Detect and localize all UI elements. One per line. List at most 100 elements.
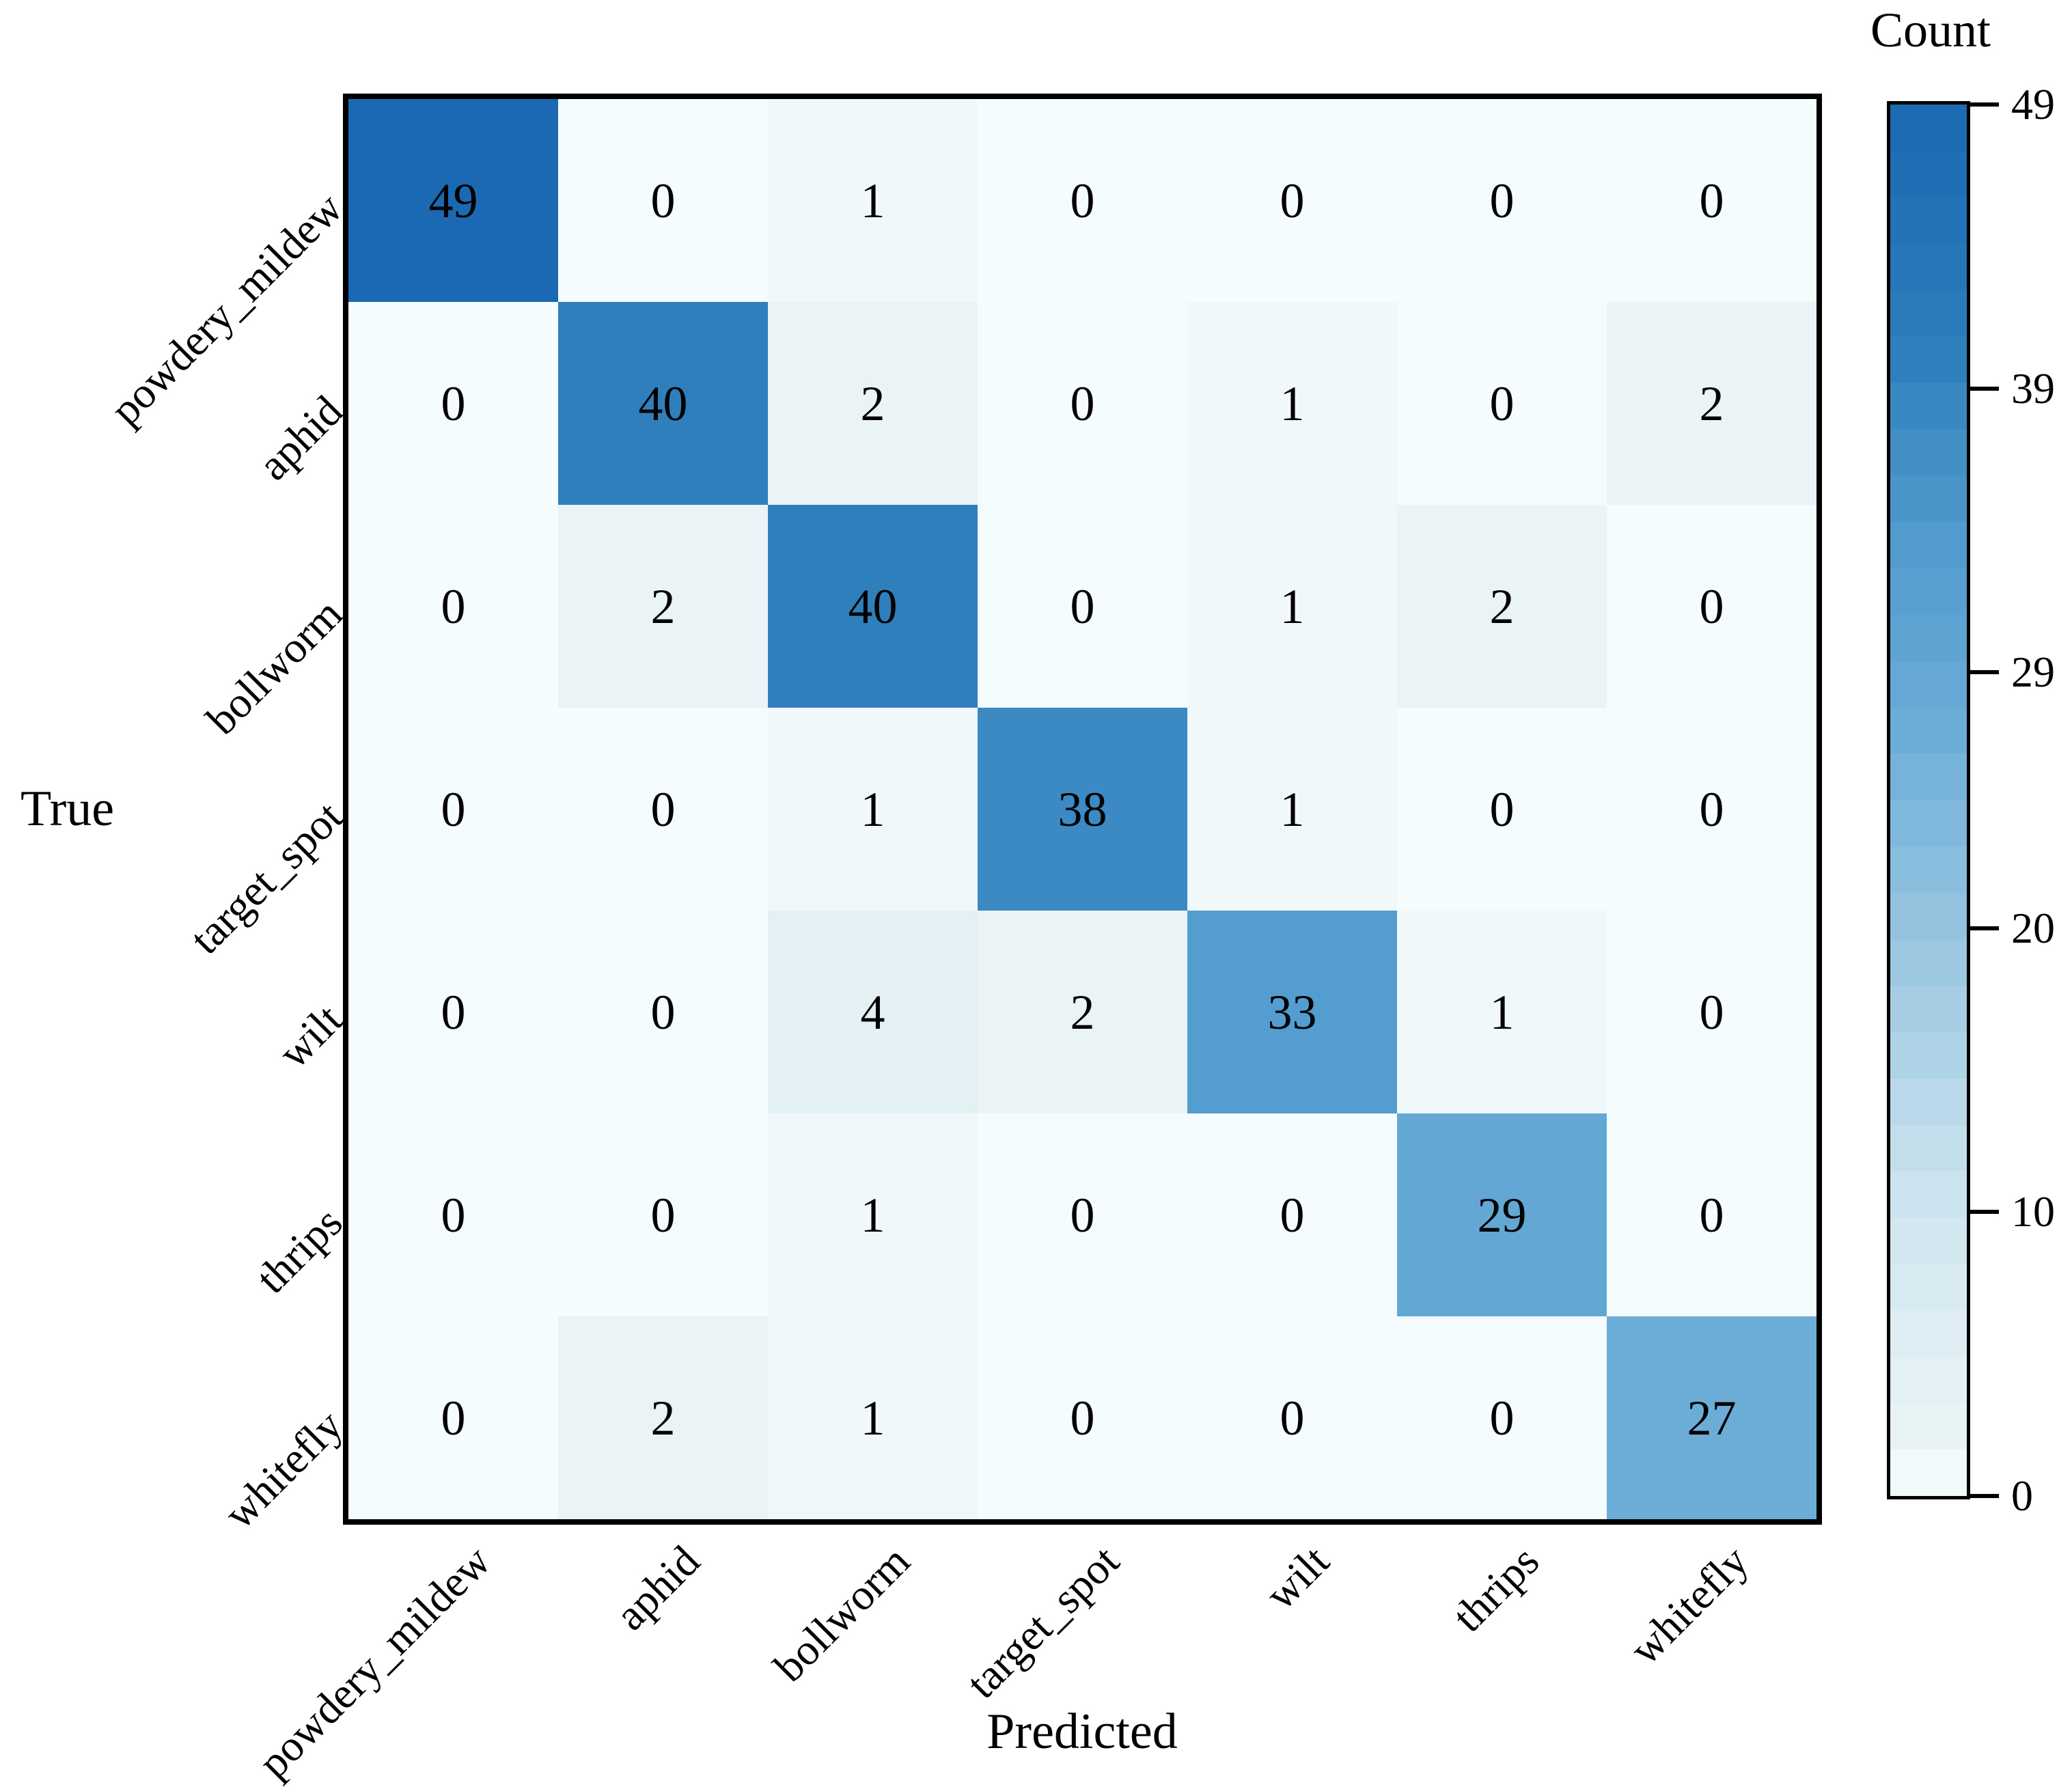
heatmap-grid: 49 0 1 0 0 0 0 0 40 2 0 1 0 2 0 2 40 0 1 2 0 0 0 1 38 1 0 0 0 0 4 2 33 1 0… — [343, 94, 1822, 1525]
x-tick-label: whitefly — [1620, 1536, 1758, 1674]
y-tick-label: thrips — [247, 1197, 352, 1303]
colorbar-tick-mark — [1970, 1210, 1999, 1215]
heatmap-cell: 1 — [768, 99, 978, 302]
colorbar-band — [1890, 1449, 1967, 1496]
x-tick-label: target_spot — [957, 1536, 1129, 1708]
colorbar-band — [1890, 1402, 1967, 1450]
y-axis-title: True — [20, 781, 115, 837]
heatmap-cell: 0 — [978, 99, 1187, 302]
y-tick-label: wilt — [269, 995, 352, 1077]
heatmap-cell: 33 — [1187, 911, 1397, 1113]
heatmap-cell: 1 — [768, 708, 978, 911]
heatmap-cell: 0 — [1397, 1316, 1607, 1519]
heatmap-cell: 1 — [1397, 911, 1607, 1113]
x-axis-title: Predicted — [986, 1704, 1178, 1760]
y-tick-label: target_spot — [180, 792, 352, 963]
heatmap-cell: 2 — [558, 1316, 768, 1519]
colorbar-band — [1890, 1264, 1967, 1311]
heatmap-cell: 0 — [1187, 1113, 1397, 1316]
colorbar-band — [1890, 1217, 1967, 1264]
heatmap-cell: 0 — [1607, 99, 1817, 302]
heatmap-cell: 0 — [978, 1316, 1187, 1519]
colorbar-band — [1890, 290, 1967, 337]
heatmap-cell: 1 — [1187, 302, 1397, 505]
y-tick-label: whitefly — [214, 1400, 352, 1538]
colorbar-tick-label: 0 — [2011, 1471, 2033, 1520]
colorbar-band — [1890, 1310, 1967, 1357]
colorbar-band — [1890, 707, 1967, 754]
colorbar-band — [1890, 336, 1967, 383]
colorbar-tick-label: 39 — [2011, 363, 2055, 413]
colorbar-band — [1890, 522, 1967, 568]
colorbar-tick-mark — [1970, 926, 1999, 930]
heatmap-cell: 0 — [348, 505, 558, 708]
colorbar-band — [1890, 1078, 1967, 1125]
colorbar-title: Count — [1870, 3, 1991, 57]
colorbar — [1887, 101, 1970, 1499]
y-tick-label: bollworm — [197, 589, 352, 744]
colorbar-band — [1890, 1357, 1967, 1403]
heatmap-cell: 0 — [978, 302, 1187, 505]
colorbar-band — [1890, 1171, 1967, 1218]
heatmap-cell: 0 — [1397, 708, 1607, 911]
heatmap-cell: 2 — [1397, 505, 1607, 708]
heatmap-cell: 1 — [1187, 708, 1397, 911]
colorbar-band — [1890, 614, 1967, 661]
colorbar-tick-label: 29 — [2011, 648, 2055, 697]
y-tick-label: aphid — [249, 386, 352, 489]
colorbar-band — [1890, 1124, 1967, 1172]
x-tick-label: wilt — [1256, 1536, 1338, 1619]
colorbar-band — [1890, 939, 1967, 986]
heatmap-cell: 0 — [348, 911, 558, 1113]
colorbar-band — [1890, 475, 1967, 523]
heatmap-cell: 0 — [348, 1316, 558, 1519]
colorbar-tick-label: 49 — [2011, 80, 2055, 128]
colorbar-band — [1890, 383, 1967, 430]
colorbar-tick-mark — [1970, 1494, 1999, 1498]
heatmap-cell: 1 — [768, 1316, 978, 1519]
heatmap-cell: 0 — [348, 708, 558, 911]
heatmap-cell: 0 — [1607, 911, 1817, 1113]
colorbar-tick-mark — [1970, 102, 1999, 107]
heatmap-cell: 4 — [768, 911, 978, 1113]
colorbar-band — [1890, 105, 1967, 151]
heatmap-cell: 2 — [768, 302, 978, 505]
heatmap-cell: 2 — [1607, 302, 1817, 505]
heatmap-cell: 0 — [1607, 1113, 1817, 1316]
colorbar-tick-label: 20 — [2011, 903, 2055, 952]
heatmap-cell: 38 — [978, 708, 1187, 911]
heatmap-cell: 0 — [558, 99, 768, 302]
colorbar-band — [1890, 568, 1967, 615]
x-tick-label: aphid — [606, 1536, 709, 1639]
heatmap-cell: 0 — [558, 911, 768, 1113]
heatmap-cell: 0 — [1397, 302, 1607, 505]
heatmap-cell: 49 — [348, 99, 558, 302]
heatmap-cell: 0 — [1187, 99, 1397, 302]
heatmap-cell: 0 — [558, 1113, 768, 1316]
heatmap-cell: 0 — [348, 302, 558, 505]
colorbar-band — [1890, 1031, 1967, 1079]
colorbar-band — [1890, 429, 1967, 476]
x-tick-label: bollworm — [764, 1536, 919, 1691]
heatmap-cell: 0 — [978, 505, 1187, 708]
colorbar-band — [1890, 243, 1967, 290]
colorbar-tick-mark — [1970, 670, 1999, 675]
heatmap-cell: 1 — [1187, 505, 1397, 708]
heatmap-cell: 0 — [978, 1113, 1187, 1316]
heatmap-cell: 0 — [1187, 1316, 1397, 1519]
heatmap-cell: 27 — [1607, 1316, 1817, 1519]
heatmap-cell: 2 — [558, 505, 768, 708]
colorbar-tick-label: 10 — [2011, 1187, 2055, 1236]
colorbar-band — [1890, 985, 1967, 1032]
heatmap-cell: 1 — [768, 1113, 978, 1316]
heatmap-cell: 40 — [768, 505, 978, 708]
heatmap-cell: 0 — [1397, 99, 1607, 302]
colorbar-band — [1890, 846, 1967, 894]
heatmap-cell: 0 — [558, 708, 768, 911]
heatmap-cell: 40 — [558, 302, 768, 505]
heatmap-cell: 0 — [348, 1113, 558, 1316]
x-tick-label: thrips — [1443, 1536, 1548, 1641]
heatmap-cell: 0 — [1607, 505, 1817, 708]
colorbar-band — [1890, 197, 1967, 244]
